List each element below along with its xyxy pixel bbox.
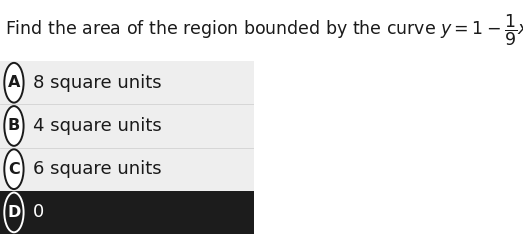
Ellipse shape [4, 149, 24, 189]
Text: 8 square units: 8 square units [33, 74, 162, 92]
Ellipse shape [4, 63, 24, 103]
Text: 4 square units: 4 square units [33, 117, 162, 135]
Text: 0: 0 [33, 204, 44, 221]
Ellipse shape [4, 193, 24, 232]
FancyBboxPatch shape [0, 104, 254, 147]
Text: A: A [8, 75, 20, 90]
Text: D: D [7, 205, 20, 220]
Text: Find the area of the region bounded by the curve $y=1-\dfrac{1}{9}x^2$ and the $: Find the area of the region bounded by t… [5, 12, 523, 48]
FancyBboxPatch shape [0, 147, 254, 191]
Ellipse shape [4, 106, 24, 146]
FancyBboxPatch shape [0, 191, 254, 234]
Text: B: B [8, 119, 20, 133]
Text: C: C [8, 162, 20, 177]
FancyBboxPatch shape [0, 61, 254, 104]
Text: 6 square units: 6 square units [33, 160, 162, 178]
